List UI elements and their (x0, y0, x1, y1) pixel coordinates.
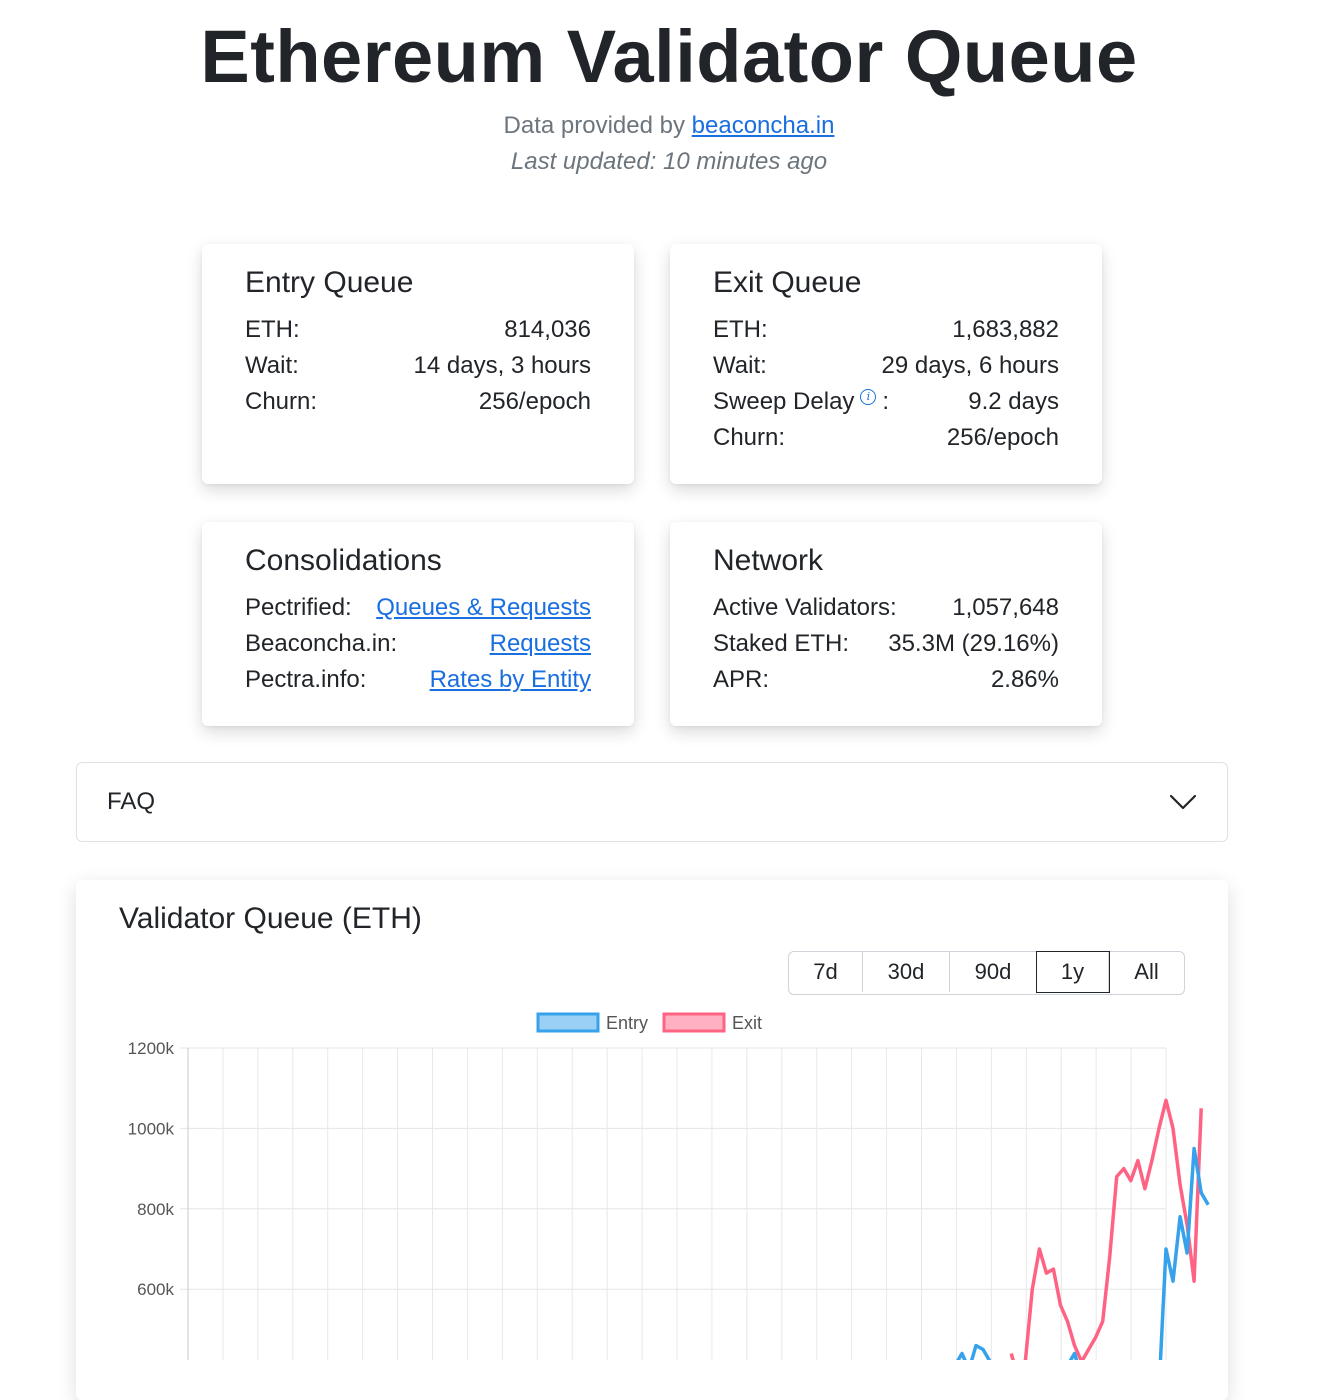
network-card: Network Active Validators: 1,057,648 Sta… (670, 522, 1102, 726)
entry-eth-value: 814,036 (504, 316, 591, 343)
page-title: Ethereum Validator Queue (200, 15, 1138, 98)
chart-grid (180, 1047, 1167, 1360)
entry-eth-label: ETH: (245, 316, 300, 343)
legend-entry-label[interactable]: Entry (606, 1013, 648, 1033)
y-tick-label: 1000k (128, 1119, 175, 1138)
series-line-exit[interactable] (1009, 1098, 1203, 1360)
chart-card: Validator Queue (ETH) 7d 30d 90d 1y All … (76, 880, 1228, 1400)
exit-eth-value: 1,683,882 (952, 316, 1059, 343)
exit-eth-row: ETH: 1,683,882 (713, 312, 1059, 348)
pectra-info-row: Pectra.info: Rates by Entity (245, 662, 591, 698)
y-axis-ticks: 1200k1000k800k600k400k (128, 1039, 175, 1299)
sweep-delay-label-group: Sweep Delay i: (713, 384, 889, 420)
range-7d-button[interactable]: 7d (789, 952, 863, 992)
y-tick-label: 600k (137, 1280, 174, 1299)
pectrified-row: Pectrified: Queues & Requests (245, 590, 591, 626)
entry-churn-row: Churn: 256/epoch (245, 384, 591, 420)
entry-churn-label: Churn: (245, 388, 318, 415)
requests-link[interactable]: Requests (489, 630, 591, 657)
pectrified-label: Pectrified: (245, 594, 352, 621)
entry-wait-value: 14 days, 3 hours (413, 352, 591, 379)
sweep-delay-colon: : (882, 388, 890, 415)
apr-row: APR: 2.86% (713, 662, 1059, 698)
staked-eth-label: Staked ETH: (713, 630, 850, 657)
queue-line-chart: Entry Exit 1200k1000k800k600k400k (128, 1012, 1210, 1361)
chevron-down-icon[interactable] (1169, 793, 1197, 811)
beaconchain-row: Beaconcha.in: Requests (245, 626, 591, 662)
exit-queue-title: Exit Queue (713, 266, 862, 299)
legend-exit-swatch[interactable] (662, 1012, 726, 1033)
exit-churn-value: 256/epoch (946, 424, 1059, 451)
staked-eth-value: 35.3M (29.16%) (888, 630, 1059, 657)
range-1y-button[interactable]: 1y (1036, 951, 1110, 993)
exit-churn-label: Churn: (713, 424, 786, 451)
series-line-entry[interactable] (906, 1146, 1210, 1361)
apr-label: APR: (713, 666, 770, 693)
entry-eth-row: ETH: 814,036 (245, 312, 591, 348)
range-all-button[interactable]: All (1109, 952, 1184, 992)
sweep-delay-label: Sweep Delay (713, 388, 855, 415)
y-tick-label: 1200k (128, 1039, 175, 1058)
y-tick-label: 800k (137, 1200, 174, 1219)
active-validators-value: 1,057,648 (952, 594, 1059, 621)
queues-requests-link[interactable]: Queues & Requests (376, 594, 591, 621)
entry-queue-title: Entry Queue (245, 266, 414, 299)
entry-wait-label: Wait: (245, 352, 299, 379)
data-provider-line: Data provided by beaconcha.in (0, 112, 1338, 140)
provided-prefix: Data provided by (503, 112, 692, 139)
info-icon[interactable]: i (860, 389, 877, 405)
beaconchain-label: Beaconcha.in: (245, 630, 398, 657)
exit-wait-value: 29 days, 6 hours (881, 352, 1059, 379)
sweep-delay-row: Sweep Delay i: 9.2 days (713, 384, 1059, 420)
pectra-info-label: Pectra.info: (245, 666, 367, 693)
active-validators-row: Active Validators: 1,057,648 (713, 590, 1059, 626)
consolidations-card: Consolidations Pectrified: Queues & Requ… (202, 522, 634, 726)
exit-queue-card: Exit Queue ETH: 1,683,882 Wait: 29 days,… (670, 244, 1102, 484)
exit-wait-row: Wait: 29 days, 6 hours (713, 348, 1059, 384)
legend-entry-swatch[interactable] (536, 1012, 600, 1033)
active-validators-label: Active Validators: (713, 594, 897, 621)
beaconchain-link[interactable]: beaconcha.in (691, 112, 835, 139)
sweep-delay-value: 9.2 days (968, 388, 1059, 415)
chart-legend: Entry Exit (536, 1012, 762, 1033)
consolidations-title: Consolidations (245, 544, 442, 577)
faq-label: FAQ (107, 788, 156, 815)
last-updated: Last updated: 10 minutes ago (510, 148, 828, 175)
apr-value: 2.86% (990, 666, 1059, 693)
range-30d-button[interactable]: 30d (863, 952, 950, 992)
exit-wait-label: Wait: (713, 352, 767, 379)
range-selector: 7d 30d 90d 1y All (788, 951, 1185, 995)
entry-wait-row: Wait: 14 days, 3 hours (245, 348, 591, 384)
exit-churn-row: Churn: 256/epoch (713, 420, 1059, 456)
staked-eth-row: Staked ETH: 35.3M (29.16%) (713, 626, 1059, 662)
entry-queue-card: Entry Queue ETH: 814,036 Wait: 14 days, … (202, 244, 634, 484)
network-title: Network (713, 544, 824, 577)
legend-exit-label[interactable]: Exit (732, 1013, 762, 1033)
chart-series (906, 1098, 1210, 1361)
range-90d-button[interactable]: 90d (950, 952, 1037, 992)
exit-eth-label: ETH: (713, 316, 768, 343)
entry-churn-value: 256/epoch (478, 388, 591, 415)
faq-accordion[interactable]: FAQ (76, 762, 1228, 842)
chart-title: Validator Queue (ETH) (119, 902, 422, 935)
rates-by-entity-link[interactable]: Rates by Entity (429, 666, 591, 693)
